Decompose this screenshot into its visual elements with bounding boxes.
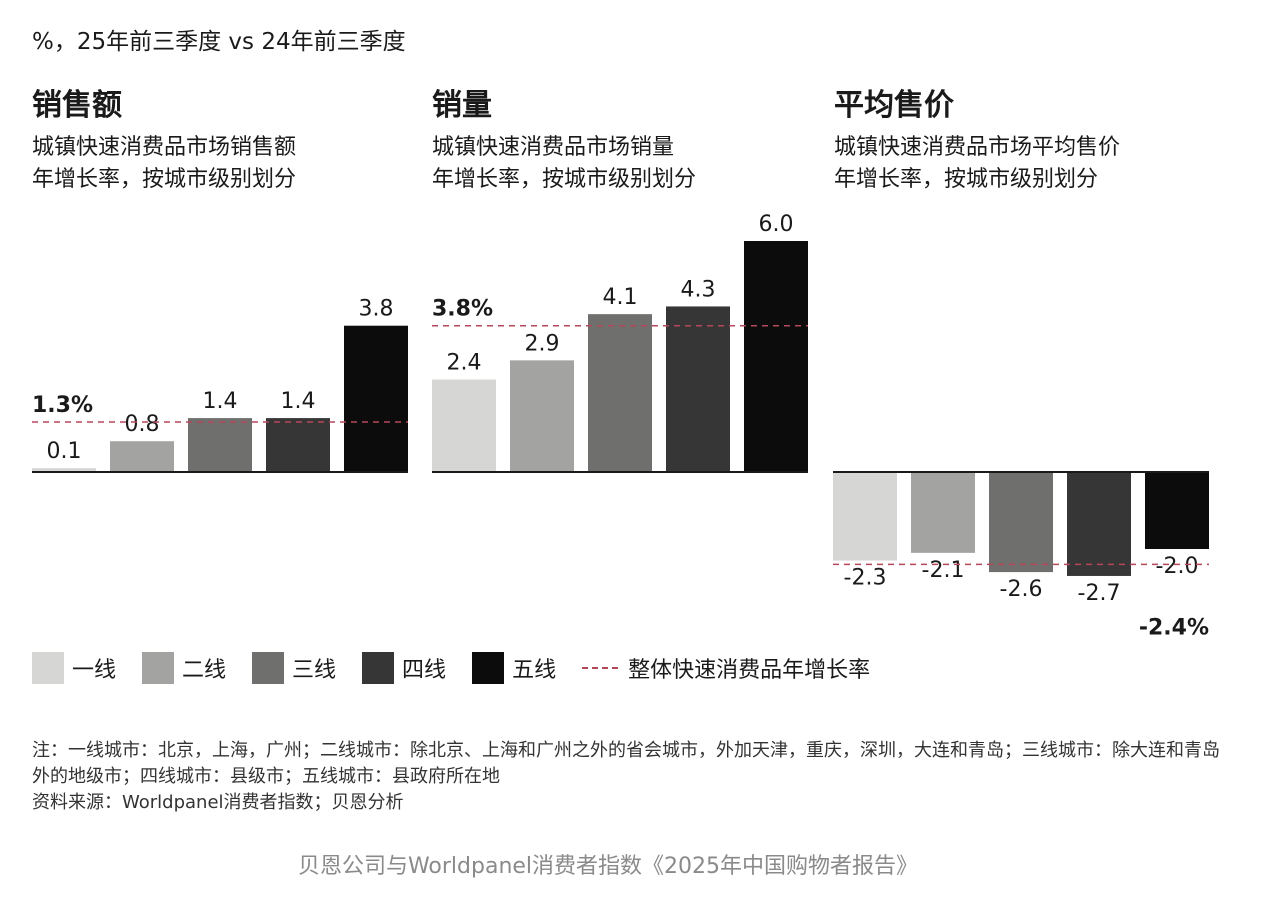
bar-sales-tier4	[266, 418, 330, 472]
footnote-source: 资料来源：Worldpanel消费者指数；贝恩分析	[32, 792, 404, 813]
footnote: 注：一线城市：北京，上海，广州；二线城市：除北京、上海和广州之外的省会城市，外加…	[32, 738, 1222, 816]
value-label-price-tier1: -2.3	[844, 566, 887, 591]
panel-title-sales: 销售额	[32, 88, 122, 123]
legend-swatch-tier4	[362, 652, 395, 684]
reference-label-sales: 1.3%	[32, 393, 93, 418]
value-label-volume-tier5: 6.0	[759, 212, 794, 237]
bar-price-tier2	[911, 472, 975, 553]
value-label-price-tier4: -2.7	[1078, 581, 1121, 606]
legend-swatch-tier5	[472, 652, 505, 684]
bar-volume-tier2	[510, 360, 574, 472]
value-label-price-tier2: -2.1	[922, 558, 965, 583]
bar-sales-tier2	[110, 441, 174, 472]
panel-title-price: 平均售价	[834, 88, 954, 123]
reference-label-price: -2.4%	[1139, 615, 1209, 640]
value-label-price-tier5: -2.0	[1156, 554, 1199, 579]
figure-caption: 贝恩公司与Worldpanel消费者指数《2025年中国购物者报告》	[297, 854, 919, 879]
bar-sales-tier5	[344, 325, 408, 472]
legend-label-tier5: 五线	[512, 658, 557, 683]
legend: 一线 二线 三线 四线 五线 整体快速消费品年增长率	[32, 652, 896, 684]
bar-volume-tier4	[666, 306, 730, 472]
bar-volume-tier1	[432, 379, 496, 472]
bar-price-tier5	[1145, 472, 1209, 549]
legend-item-tier5: 五线	[472, 652, 556, 684]
legend-label-tier2: 二线	[182, 658, 227, 683]
bar-price-tier1	[833, 472, 897, 561]
legend-item-overall: 整体快速消费品年增长率	[582, 652, 870, 684]
value-label-sales-tier1: 0.1	[47, 439, 82, 464]
bar-volume-tier3	[588, 314, 652, 472]
value-label-volume-tier1: 2.4	[447, 351, 482, 376]
value-label-volume-tier3: 4.1	[603, 285, 638, 310]
legend-item-tier1: 一线	[32, 652, 116, 684]
legend-item-tier2: 二线	[142, 652, 226, 684]
footnote-definitions: 注：一线城市：北京，上海，广州；二线城市：除北京、上海和广州之外的省会城市，外加…	[32, 740, 1220, 787]
legend-label-tier3: 三线	[292, 658, 337, 683]
panel-subtitle-volume: 城镇快速消费品市场销量 年增长率，按城市级别划分	[432, 135, 697, 192]
value-label-sales-tier5: 3.8	[359, 297, 394, 322]
bar-price-tier4	[1067, 472, 1131, 576]
panel-title-volume: 销量	[432, 88, 492, 123]
bar-sales-tier3	[188, 418, 252, 472]
reference-label-volume: 3.8%	[432, 297, 493, 322]
legend-label-overall: 整体快速消费品年增长率	[628, 658, 871, 683]
value-label-price-tier3: -2.6	[1000, 577, 1043, 602]
bar-sales-tier1	[32, 468, 96, 472]
legend-dashed-line	[582, 667, 619, 669]
panel-subtitle-sales: 城镇快速消费品市场销售额 年增长率，按城市级别划分	[32, 135, 297, 192]
legend-label-tier4: 四线	[402, 658, 447, 683]
bar-volume-tier5	[744, 241, 808, 472]
value-label-volume-tier2: 2.9	[525, 331, 560, 356]
value-label-sales-tier4: 1.4	[281, 389, 316, 414]
legend-swatch-tier3	[252, 652, 285, 684]
value-label-sales-tier2: 0.8	[125, 412, 160, 437]
legend-swatch-tier1	[32, 652, 64, 684]
bar-price-tier3	[989, 472, 1053, 573]
value-label-sales-tier3: 1.4	[203, 389, 238, 414]
legend-item-tier3: 三线	[252, 652, 336, 684]
panel-subtitle-price: 城镇快速消费品市场平均售价 年增长率，按城市级别划分	[834, 135, 1121, 192]
legend-item-tier4: 四线	[362, 652, 446, 684]
legend-label-tier1: 一线	[72, 658, 117, 683]
unit-subtitle: %，25年前三季度 vs 24年前三季度	[32, 29, 406, 55]
legend-swatch-tier2	[142, 652, 175, 684]
value-label-volume-tier4: 4.3	[681, 277, 716, 302]
charts-canvas: 0.1 0.8 1.4 1.4 3.8 1.3% 2.4 2.9 4.1 4.3 6.0 3.8% -2…	[32, 212, 1209, 640]
